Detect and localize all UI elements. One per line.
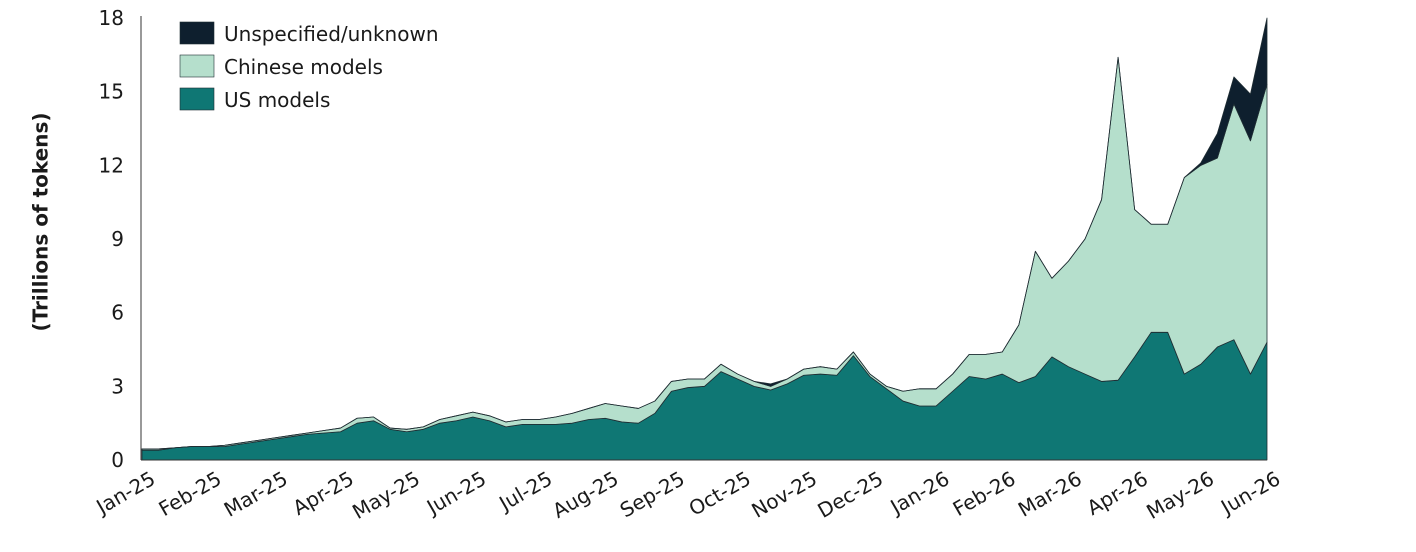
legend-label: US models [224,88,330,112]
y-tick-label: 3 [111,374,124,398]
x-tick-label: Aug-25 [548,466,622,523]
legend-swatch [179,21,215,45]
x-tick-label: Jan-25 [91,466,160,520]
x-tick-label: Jan-26 [885,466,954,520]
x-tick-label: Mar-25 [220,466,292,521]
legend-label: Unspecified/unknown [224,22,439,46]
legend-swatch [179,87,215,111]
y-axis-label: (Trillions of tokens) [29,112,53,331]
area [141,17,1268,450]
x-tick-label: May-25 [348,466,424,524]
legend-label: Chinese models [224,55,383,79]
x-tick-label: Dec-25 [813,466,887,522]
x-tick-label: Feb-26 [949,466,1020,521]
legend-swatch [179,54,215,78]
y-tick-label: 0 [111,448,124,472]
y-tick-label: 9 [111,227,124,251]
y-tick-label: 6 [111,301,124,325]
x-tick-label: Jul-25 [493,466,556,516]
x-tick-label: May-26 [1142,466,1218,524]
y-tick-label: 12 [99,153,124,177]
x-tick-label: Jun-26 [1215,466,1284,520]
x-tick-label: Jun-25 [421,466,490,520]
x-tick-label: Apr-25 [289,466,358,520]
y-tick-label: 18 [99,6,124,30]
x-tick-label: Oct-25 [685,466,755,520]
x-tick-label: Sep-25 [616,466,689,522]
x-tick-label: Feb-25 [154,466,225,521]
x-tick-label: Mar-26 [1014,466,1086,521]
y-tick-label: 15 [99,80,124,104]
x-tick-label: Nov-25 [747,466,821,522]
x-tick-label: Apr-26 [1083,466,1152,520]
